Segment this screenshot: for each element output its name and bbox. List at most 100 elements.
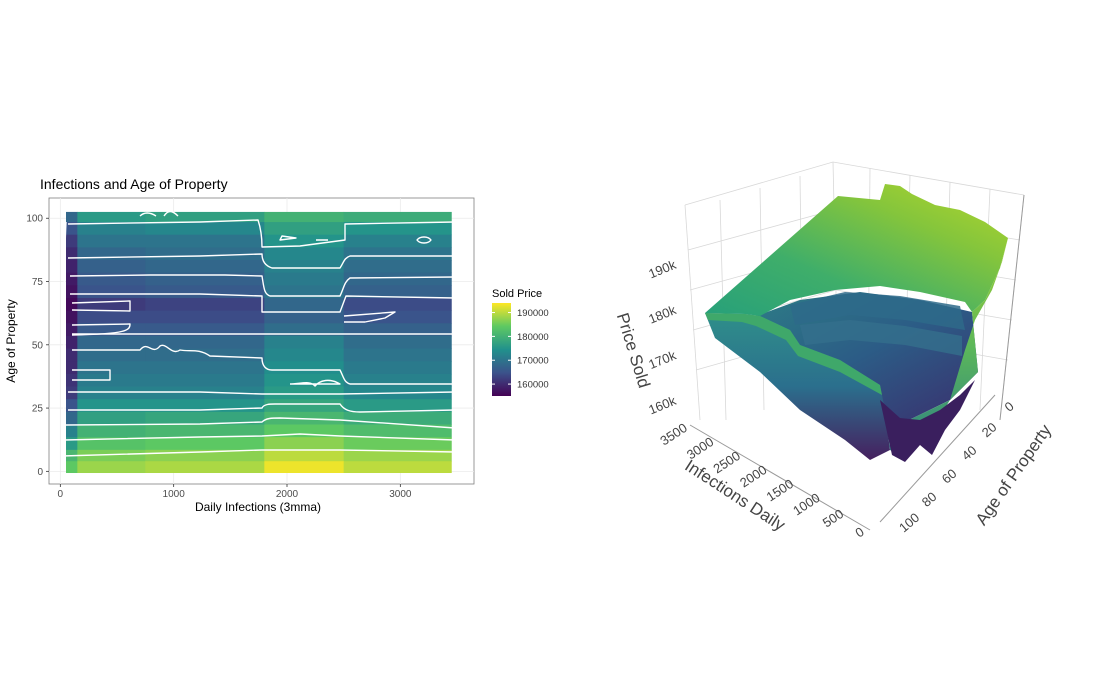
heatmap-cell xyxy=(66,386,78,400)
heatmap-cell xyxy=(77,399,146,413)
heatmap-cell xyxy=(145,437,265,451)
heatmap-cell xyxy=(343,373,452,387)
colorbar-tick-label: 160000 xyxy=(517,380,549,391)
y-tick-label: 50 xyxy=(32,340,44,351)
y-tick-label: 60 xyxy=(939,466,960,487)
heatmap-cell xyxy=(77,297,146,312)
heatmap-cell xyxy=(145,449,265,462)
heatmap-cell xyxy=(343,234,452,248)
y-tick-label: 0 xyxy=(37,467,43,478)
heatmap-cell xyxy=(343,348,452,362)
heatmap-cell xyxy=(343,211,452,223)
y-tick-label: 25 xyxy=(32,404,44,415)
contour-line xyxy=(68,403,456,413)
heatmap-cell xyxy=(66,234,78,248)
heatmap-cells xyxy=(66,211,452,474)
heatmap-cell xyxy=(145,348,265,362)
surface-front-wall xyxy=(705,313,890,460)
contour-line xyxy=(61,221,67,467)
heatmap-cell xyxy=(77,437,146,451)
heatmap-cell xyxy=(145,461,265,474)
heatmap-cell xyxy=(66,361,78,375)
heatmap-cell xyxy=(66,437,78,451)
legend-title: Sold Price xyxy=(492,288,542,300)
z-axis-label: Price Sold xyxy=(613,311,654,391)
heatmap-cell xyxy=(77,310,146,324)
z-tick-label: 190k xyxy=(646,257,678,282)
chart-title: Infections and Age of Property xyxy=(40,176,228,192)
heatmap-cell xyxy=(66,424,78,438)
heatmap-cell xyxy=(66,310,78,324)
colorbar-tick-label: 180000 xyxy=(517,332,549,343)
heatmap-cell xyxy=(264,323,345,337)
heatmap-cell xyxy=(145,424,265,438)
x-axis-label: Daily Infections (3mma) xyxy=(195,500,321,514)
contour-line xyxy=(343,311,396,323)
x-tick-label: 3000 xyxy=(684,434,716,462)
x-axis-ticks: 0 1000 2000 3000 xyxy=(58,484,412,500)
3d-axes xyxy=(689,194,1025,531)
heatmap-cell xyxy=(264,285,345,299)
colorbar-ticks: 160000 170000 180000 190000 xyxy=(492,308,549,391)
x-tick-label: 2000 xyxy=(737,462,769,490)
colorbar-tick-label: 190000 xyxy=(517,308,549,319)
contour-line xyxy=(63,433,456,441)
contour-lines xyxy=(61,210,456,467)
heatmap-cell xyxy=(343,272,452,286)
surface-trough xyxy=(880,380,975,462)
contour-line xyxy=(72,369,111,381)
heatmap-cell xyxy=(66,461,78,474)
y-tick-label: 0 xyxy=(1002,398,1017,414)
y-axis-ticks: 0 25 50 75 100 xyxy=(26,214,49,478)
heatmap-cell xyxy=(343,461,452,474)
heatmap-cell xyxy=(77,386,146,400)
contour-line xyxy=(68,391,456,395)
y-axis-label: Age of Property xyxy=(4,299,18,382)
heatmap-cell xyxy=(77,234,146,248)
heatmap-cell xyxy=(264,260,345,274)
surface-floor xyxy=(740,292,978,422)
z-tick-label: 180k xyxy=(646,302,678,327)
x-tick-label: 3000 xyxy=(389,489,412,500)
heatmap-cell xyxy=(343,437,452,451)
heatmap-cell xyxy=(66,222,78,236)
contour-line xyxy=(67,253,455,269)
heatmap-cell xyxy=(145,386,265,400)
heatmap-cell xyxy=(264,399,345,413)
x-tick-label: 1500 xyxy=(764,476,796,504)
heatmap-cell xyxy=(264,211,345,223)
y-tick-label: 40 xyxy=(959,443,980,464)
heatmap-cell xyxy=(66,211,78,223)
z-tick-label: 170k xyxy=(646,347,678,372)
heatmap-cell xyxy=(77,461,146,474)
heatmap-cell xyxy=(264,222,345,236)
heatmap-cell xyxy=(264,437,345,451)
heatmap-cell xyxy=(66,260,78,274)
contour-line xyxy=(289,379,341,387)
heatmap-chart: Infections and Age of Property xyxy=(4,176,549,514)
heatmap-cell xyxy=(66,285,78,299)
heatmap-cell xyxy=(145,260,265,274)
heatmap-cell xyxy=(145,361,265,375)
contour-line xyxy=(67,219,456,248)
x-tick-label: 0 xyxy=(58,489,64,500)
y-tick-label: 100 xyxy=(896,510,922,535)
heatmap-cell xyxy=(343,247,452,261)
heatmap-cell xyxy=(145,234,265,248)
heatmap-cell xyxy=(66,272,78,286)
contour-line xyxy=(71,300,131,312)
heatmap-cell xyxy=(264,272,345,286)
x-tick-label: 500 xyxy=(820,506,846,530)
heatmap-cell xyxy=(145,335,265,349)
heatmap-cell xyxy=(145,247,265,261)
x-tick-label: 2000 xyxy=(276,489,299,500)
y-tick-label: 20 xyxy=(979,419,1000,440)
heatmap-cell xyxy=(145,323,265,337)
heatmap-cell xyxy=(77,348,146,362)
heatmap-cell xyxy=(77,411,146,425)
heatmap-cell xyxy=(145,373,265,387)
colorbar-legend: Sold Price 160000 170000 180000 190000 xyxy=(492,288,549,396)
heatmap-cell xyxy=(343,399,452,413)
